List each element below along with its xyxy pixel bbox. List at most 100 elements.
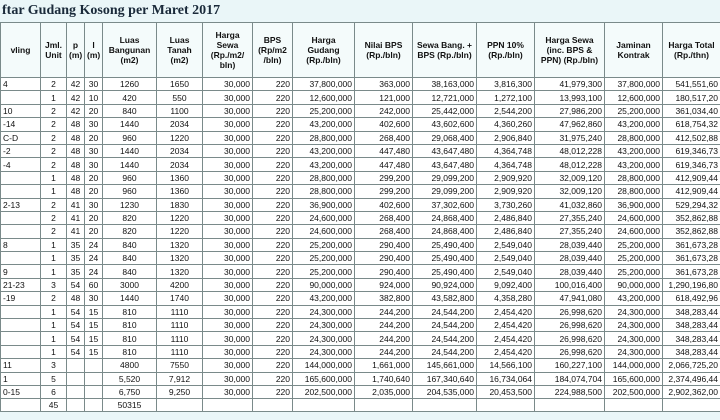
table-cell: 25,200,000 — [292, 251, 355, 266]
table-cell: 619,346,73 — [662, 157, 720, 172]
table-cell: 2 — [40, 157, 67, 172]
table-cell: 41 — [66, 210, 85, 226]
table-cell: 5 — [40, 371, 67, 386]
column-header: l (m) — [84, 22, 103, 78]
table-cell: 2,035,000 — [354, 384, 413, 400]
table-cell: 47,941,080 — [534, 291, 605, 306]
table-cell: 1110 — [156, 344, 203, 360]
table-cell: 220 — [252, 264, 293, 279]
table-cell: 43,602,600 — [412, 117, 477, 132]
table-cell: 447,480 — [354, 143, 413, 159]
table-cell: 54 — [66, 344, 85, 360]
table-cell: 24,300,000 — [292, 304, 355, 320]
table-cell: 37,302,600 — [412, 197, 477, 212]
table-cell: 220 — [252, 371, 293, 386]
table-row: 1 5 5,520 7,912 30,000 220 165,600,000 1,740,64… — [0, 371, 720, 386]
table-cell: 20,453,500 — [476, 384, 535, 400]
table-cell: 348,283,44 — [662, 344, 720, 360]
table-cell: 47,962,860 — [534, 117, 605, 132]
table-cell: 2 — [40, 291, 67, 306]
table-cell: 220 — [252, 318, 293, 333]
table-cell: 820 — [102, 224, 157, 239]
table-cell: 25,490,400 — [412, 264, 477, 279]
table-cell: 220 — [252, 384, 293, 400]
table-cell: 361,673,28 — [662, 237, 720, 253]
table-cell: 30,000 — [202, 210, 253, 226]
table-cell: 1220 — [156, 130, 203, 145]
table-cell: 1,661,000 — [354, 358, 413, 373]
table-cell: 43,200,000 — [604, 117, 663, 132]
table-cell: 924,000 — [354, 277, 413, 293]
column-header: Harga Sewa (inc. BPS & PPN) (Rp./bln) — [534, 22, 605, 78]
table-row: 8 1 35 24 840 1320 30,000 220 25,200,000 290,400 2… — [0, 237, 720, 253]
table-cell: 2,544,200 — [476, 103, 535, 119]
table-cell — [66, 384, 85, 400]
table-cell: 20 — [84, 170, 103, 186]
table-cell: 2 — [40, 197, 67, 212]
table-cell: 43,200,000 — [292, 157, 355, 172]
table-cell: 24,600,000 — [604, 210, 663, 226]
table-cell — [0, 304, 41, 320]
table-cell: 8 — [0, 237, 41, 253]
total-cell — [156, 398, 203, 413]
table-cell: 1320 — [156, 264, 203, 279]
table-cell: 43,200,000 — [292, 291, 355, 306]
table-cell: 840 — [102, 264, 157, 279]
table-cell: -14 — [0, 117, 41, 132]
table-cell: 2 — [40, 224, 67, 239]
table-cell: 1260 — [102, 76, 157, 92]
table-cell: 30,000 — [202, 103, 253, 119]
table-cell: 30,000 — [202, 130, 253, 145]
table-cell: 24 — [84, 251, 103, 266]
table-cell: 1440 — [102, 157, 157, 172]
table-cell: 244,200 — [354, 318, 413, 333]
table-cell: 38,163,000 — [412, 76, 477, 92]
table-row: 1 54 15 810 1110 30,000 220 24,300,000 244,200 24… — [0, 318, 720, 333]
table-cell: 2,066,725,20 — [662, 358, 720, 373]
table-cell — [0, 251, 41, 266]
table-cell: 24,300,000 — [604, 331, 663, 346]
table-cell: 35 — [66, 264, 85, 279]
table-cell: 25,442,000 — [412, 103, 477, 119]
table-cell: 1 — [40, 251, 67, 266]
table-cell: 960 — [102, 130, 157, 145]
table-cell: 27,355,240 — [534, 224, 605, 239]
table-cell: 20 — [84, 184, 103, 199]
table-cell: 960 — [102, 170, 157, 186]
total-cell: 50315 — [102, 398, 157, 413]
table-cell: 840 — [102, 103, 157, 119]
table-cell: 144,000,000 — [292, 358, 355, 373]
table-cell — [0, 210, 41, 226]
table-cell: 30,000 — [202, 331, 253, 346]
table-row: 4 2 42 30 1260 1650 30,000 220 37,800,000 363,000… — [0, 76, 720, 92]
table-cell: 43,200,000 — [604, 291, 663, 306]
table-cell: 2,909,920 — [476, 170, 535, 186]
table-cell: 220 — [252, 331, 293, 346]
table-cell: 220 — [252, 170, 293, 186]
table-cell: 220 — [252, 197, 293, 212]
table-cell: 15 — [84, 344, 103, 360]
table-cell: 28,039,440 — [534, 237, 605, 253]
table-cell: 30,000 — [202, 184, 253, 199]
table-cell: 2034 — [156, 157, 203, 172]
table-cell: 30,000 — [202, 224, 253, 239]
table-cell: 4,358,280 — [476, 291, 535, 306]
table-cell: 90,000,000 — [292, 277, 355, 293]
column-header: Jaminan Kontrak — [604, 22, 663, 78]
table-cell: 20 — [84, 210, 103, 226]
table-cell: 42 — [66, 90, 85, 105]
table-cell: 1230 — [102, 197, 157, 212]
table-cell: 2,549,040 — [476, 264, 535, 279]
table-cell: C-D — [0, 130, 41, 145]
table-cell: 402,600 — [354, 197, 413, 212]
table-cell: 30,000 — [202, 237, 253, 253]
table-cell: 25,200,000 — [604, 103, 663, 119]
table-cell: -19 — [0, 291, 41, 306]
table-cell: 24,544,200 — [412, 304, 477, 320]
column-header: vling — [0, 22, 41, 78]
table-cell — [84, 358, 103, 373]
table-cell — [0, 184, 41, 199]
table-cell: 30,000 — [202, 318, 253, 333]
table-cell: 29,099,200 — [412, 184, 477, 199]
column-header: Sewa Bang. + BPS (Rp./bln) — [412, 22, 477, 78]
